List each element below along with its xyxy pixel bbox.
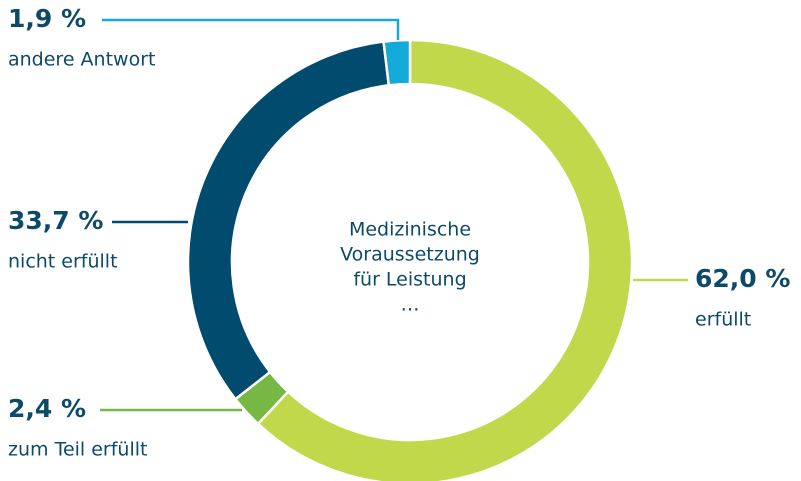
- center-label: …: [401, 294, 420, 316]
- value-label: 62,0 %: [695, 264, 790, 293]
- category-label: zum Teil erfüllt: [8, 439, 147, 461]
- center-label: Medizinische: [349, 219, 471, 241]
- center-label: für Leistung: [353, 269, 466, 291]
- value-label: 1,9 %: [8, 4, 86, 33]
- value-label: 2,4 %: [8, 394, 86, 423]
- donut-segment: [256, 38, 634, 481]
- value-label: 33,7 %: [8, 206, 103, 235]
- leader-line: [102, 18, 400, 40]
- donut-segment: [382, 38, 412, 87]
- center-label: Voraussetzung: [340, 244, 480, 266]
- category-label: nicht erfüllt: [8, 251, 118, 273]
- category-label: andere Antwort: [8, 49, 155, 71]
- category-label: erfüllt: [695, 309, 751, 331]
